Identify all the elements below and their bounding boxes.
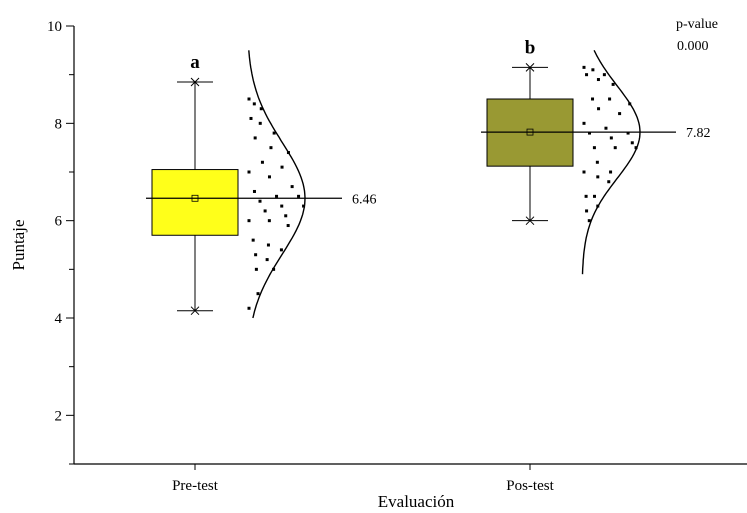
pre-test-cap-marker [190, 77, 200, 87]
pos-test-data-point [587, 219, 591, 223]
pre-test-data-point [297, 194, 301, 198]
plot-area: 2 4 6 8 10 Pre-test Pos-test 6.46 a 7.82 b [47, 19, 747, 494]
pre-test-data-point [253, 136, 257, 140]
pos-test-data-point [613, 146, 617, 150]
pre-test-data-point [247, 306, 251, 310]
p-value-number: 0.000 [677, 39, 709, 54]
pre-test-data-point [247, 219, 251, 223]
pos-test-data-point [596, 175, 600, 179]
pos-test-data-point [588, 131, 592, 135]
pre-test-data-point [266, 243, 270, 247]
pre-test-data-point [249, 116, 253, 120]
pos-test-data-point [591, 68, 595, 72]
pos-test-cap-marker [525, 216, 535, 226]
pos-test-data-point [630, 141, 634, 145]
p-value-label: p-value [676, 17, 718, 32]
pos-test-data-point [596, 204, 600, 208]
pos-test-mean-label: 7.82 [686, 126, 711, 141]
pos-test-data-point [592, 146, 596, 150]
pre-test-data-point [254, 267, 258, 271]
pos-test-data-point [609, 136, 613, 140]
pos-test-data-point [584, 194, 588, 198]
pre-test-data-point [252, 102, 256, 106]
pos-test-data-point [582, 170, 586, 174]
pre-test-cap-marker [190, 306, 200, 316]
pre-test-data-point [247, 97, 251, 101]
pos-test-data-point [597, 107, 601, 111]
y-tick-label: 4 [55, 311, 63, 327]
pos-test-data-point [595, 160, 599, 164]
pre-test-distribution-curve [248, 50, 306, 319]
y-tick-label: 6 [55, 214, 63, 230]
pos-test-data-point [608, 97, 612, 101]
pos-test-distribution-curve [581, 49, 641, 275]
pre-test-mean-label: 6.46 [352, 192, 377, 207]
pos-test-data-point [634, 146, 638, 150]
x-tick-label: Pre-test [172, 478, 219, 494]
y-tick-label: 10 [47, 19, 62, 35]
pos-test-data-point [602, 73, 606, 77]
x-tick-label: Pos-test [506, 478, 554, 494]
pre-test-data-point [265, 258, 269, 262]
pos-test-data-point [591, 97, 595, 101]
pre-test-data-point [272, 267, 276, 271]
pos-test-data-point [607, 180, 611, 184]
pre-test-data-point [267, 219, 271, 223]
pos-test-group-letter: b [525, 37, 536, 58]
pos-test-data-point [618, 112, 622, 116]
pre-test-data-point [279, 248, 283, 252]
pre-test-data-point [286, 151, 290, 155]
pos-test-data-point [582, 121, 586, 125]
pos-test-data-point [604, 126, 608, 130]
pos-test-data-point [628, 102, 632, 106]
pos-test-data-point [626, 131, 630, 135]
pre-test-data-point [280, 165, 284, 169]
pos-test-data-point [611, 82, 615, 86]
pre-test-data-point [275, 194, 279, 198]
pos-test-data-point [582, 65, 586, 69]
pre-test-data-point [256, 292, 260, 296]
y-tick-label: 8 [55, 116, 63, 132]
pre-test-box [151, 169, 239, 236]
pos-test-data-point [585, 209, 589, 213]
pre-test-data-point [263, 209, 267, 213]
y-tick-label: 2 [55, 408, 63, 424]
x-axis-title: Evaluación [378, 492, 455, 511]
pre-test-data-point [280, 204, 284, 208]
y-axis-title: Puntaje [9, 220, 28, 271]
pre-test-data-point [254, 253, 258, 257]
pre-test-data-point [258, 199, 262, 203]
pre-test-data-point [267, 175, 271, 179]
pos-test-data-point [592, 194, 596, 198]
pre-test-data-point [258, 121, 262, 125]
pre-test-data-point [272, 131, 276, 135]
pre-test-data-point [252, 189, 256, 193]
pre-test-data-point [259, 107, 263, 111]
pre-test-data-point [251, 238, 255, 242]
pre-test-data-point [290, 185, 294, 189]
pos-test-data-point [609, 170, 613, 174]
pos-test-data-point [585, 73, 589, 77]
pre-test-data-point [247, 170, 251, 174]
pre-test-data-point [269, 146, 273, 150]
pos-test-cap-marker [525, 63, 535, 72]
pre-test-data-point [302, 204, 306, 208]
pre-test-data-point [286, 224, 290, 228]
pre-test-group-letter: a [190, 52, 200, 73]
pos-test-data-point [596, 78, 600, 82]
pre-test-data-point [260, 160, 264, 164]
pre-test-data-point [284, 214, 288, 218]
